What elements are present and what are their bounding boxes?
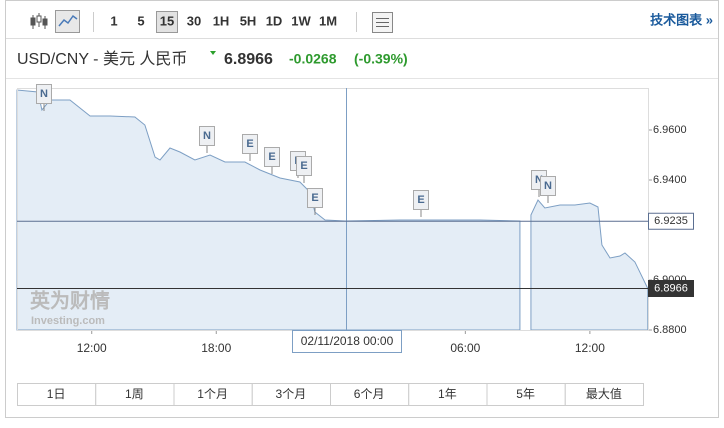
x-tick-label: 12:00 <box>77 341 107 355</box>
flag-label[interactable]: N <box>40 88 48 100</box>
flag[interactable] <box>264 147 280 167</box>
range-label[interactable]: 1周 <box>125 387 144 401</box>
x-tick-label: 12:00 <box>575 341 605 355</box>
tech-chart-link[interactable]: 技术图表 » <box>650 12 713 27</box>
range-label[interactable]: 最大值 <box>586 386 622 401</box>
flag-label[interactable]: N <box>203 130 211 142</box>
flag[interactable] <box>296 156 312 176</box>
flag-label[interactable]: E <box>417 194 424 206</box>
y-tick-label: 6.9400 <box>653 174 687 186</box>
reference-label: 6.9235 <box>654 215 688 227</box>
y-tick-label: 6.8800 <box>653 324 687 336</box>
last-price: 6.8966 <box>224 51 273 68</box>
timeframe-button[interactable]: 1 <box>110 13 117 28</box>
symbol: USD/CNY - 美元 人民币 <box>17 50 187 68</box>
y-tick-label: 6.9600 <box>653 124 687 136</box>
candle-icon[interactable] <box>30 13 48 29</box>
range-label[interactable]: 1年 <box>438 387 457 401</box>
flag-label[interactable]: E <box>246 138 253 150</box>
timeframe-button[interactable]: 1D <box>266 13 283 28</box>
timeframe-selected <box>156 11 178 33</box>
flag-label[interactable]: E <box>300 160 307 172</box>
table-icon[interactable] <box>372 12 393 33</box>
range-label[interactable]: 6个月 <box>354 387 385 401</box>
timeframe-button[interactable]: 1W <box>291 13 311 28</box>
watermark-cn: 英为财情 <box>30 288 110 312</box>
flag-label[interactable]: E <box>268 151 275 163</box>
range-label[interactable]: 5年 <box>516 387 535 401</box>
flag[interactable] <box>199 126 215 146</box>
range-button[interactable] <box>564 383 644 406</box>
reference-box <box>648 280 694 297</box>
flag-label[interactable]: N <box>544 180 552 192</box>
crosshair-label: 02/11/2018 00:00 <box>301 334 394 348</box>
timeframe-button[interactable]: 1M <box>319 13 337 28</box>
change: -0.0268 <box>289 51 337 67</box>
range-label[interactable]: 3个月 <box>276 387 307 401</box>
flag[interactable] <box>307 188 323 208</box>
timeframe-button[interactable]: 1H <box>213 13 230 28</box>
reference-label: 6.8966 <box>654 282 688 294</box>
area <box>530 199 649 331</box>
flag-label[interactable]: E <box>311 192 318 204</box>
change-pct: (-0.39%) <box>354 51 408 67</box>
timeframe-button[interactable]: 30 <box>187 13 201 28</box>
flag-label[interactable]: N <box>535 174 543 186</box>
timeframe-button[interactable]: 15 <box>160 13 174 28</box>
range-label[interactable]: 1个月 <box>197 387 228 401</box>
timeframe-button[interactable]: 5H <box>240 13 257 28</box>
flag[interactable] <box>413 190 429 210</box>
x-tick-label: 06:00 <box>450 341 480 355</box>
timeframe-button[interactable]: 5 <box>137 13 144 28</box>
x-tick-label: 18:00 <box>201 341 231 355</box>
line-icon[interactable] <box>55 10 80 33</box>
flag[interactable] <box>242 134 258 154</box>
up-indicator <box>210 51 216 55</box>
watermark-en: Investing.com <box>31 315 105 327</box>
flag[interactable] <box>540 176 556 196</box>
crosshair-box <box>292 330 402 353</box>
reference-box <box>648 212 694 230</box>
flag[interactable] <box>36 84 52 104</box>
range-label[interactable]: 1日 <box>47 387 66 401</box>
